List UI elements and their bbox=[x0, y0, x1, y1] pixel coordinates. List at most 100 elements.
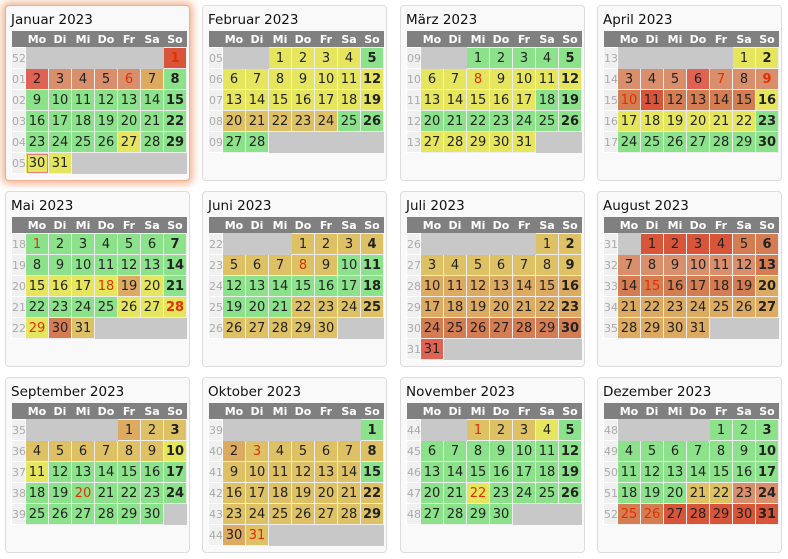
day-cell[interactable]: 24 bbox=[314, 110, 338, 132]
day-cell[interactable]: 18 bbox=[617, 482, 641, 504]
day-cell[interactable]: 4 bbox=[94, 233, 118, 255]
day-cell[interactable]: 28 bbox=[337, 503, 361, 525]
day-cell[interactable]: 15 bbox=[268, 89, 292, 111]
day-cell[interactable]: 22 bbox=[732, 110, 756, 132]
day-cell[interactable]: 16 bbox=[732, 461, 756, 483]
day-cell[interactable]: 28 bbox=[512, 317, 536, 339]
day-cell[interactable]: 12 bbox=[732, 254, 756, 276]
day-cell[interactable]: 16 bbox=[291, 89, 315, 111]
day-cell[interactable]: 13 bbox=[663, 461, 687, 483]
day-cell[interactable]: 15 bbox=[466, 89, 490, 111]
day-cell[interactable]: 21 bbox=[245, 110, 269, 132]
day-cell[interactable]: 30 bbox=[140, 503, 164, 525]
day-cell[interactable]: 13 bbox=[245, 275, 269, 297]
day-cell[interactable]: 28 bbox=[94, 503, 118, 525]
day-cell[interactable]: 10 bbox=[48, 89, 72, 111]
day-cell[interactable]: 25 bbox=[360, 296, 384, 318]
day-cell[interactable]: 16 bbox=[489, 89, 513, 111]
day-cell[interactable]: 20 bbox=[245, 296, 269, 318]
day-cell[interactable]: 13 bbox=[71, 461, 95, 483]
day-cell[interactable]: 25 bbox=[337, 110, 361, 132]
day-cell[interactable]: 14 bbox=[512, 275, 536, 297]
day-cell[interactable]: 16 bbox=[489, 461, 513, 483]
day-cell[interactable]: 25 bbox=[640, 131, 664, 153]
day-cell[interactable]: 25 bbox=[94, 296, 118, 318]
day-cell[interactable]: 18 bbox=[94, 275, 118, 297]
day-cell[interactable]: 18 bbox=[535, 461, 559, 483]
day-cell[interactable]: 4 bbox=[617, 440, 641, 462]
day-cell[interactable]: 23 bbox=[558, 296, 582, 318]
day-cell[interactable]: 14 bbox=[94, 461, 118, 483]
day-cell[interactable]: 7 bbox=[443, 440, 467, 462]
month-panel[interactable]: Dezember 2023 Mo Di Mi Do Fr Sa So 48 1 2 3 49 4 5 6 7 8 9… bbox=[597, 377, 782, 553]
day-cell[interactable]: 18 bbox=[360, 275, 384, 297]
day-cell[interactable]: 19 bbox=[291, 482, 315, 504]
day-cell[interactable]: 30 bbox=[222, 524, 246, 546]
day-cell[interactable]: 28 bbox=[709, 131, 733, 153]
day-cell[interactable]: 9 bbox=[48, 254, 72, 276]
day-cell[interactable]: 5 bbox=[466, 254, 490, 276]
day-cell[interactable]: 22 bbox=[268, 110, 292, 132]
day-cell[interactable]: 27 bbox=[663, 503, 687, 525]
day-cell[interactable]: 18 bbox=[71, 110, 95, 132]
day-cell[interactable]: 1 bbox=[640, 233, 664, 255]
month-panel[interactable]: November 2023 Mo Di Mi Do Fr Sa So 44 1 2 3 4 5 45 6 7 8 9… bbox=[400, 377, 585, 553]
day-cell[interactable]: 24 bbox=[245, 503, 269, 525]
day-cell[interactable]: 19 bbox=[117, 275, 141, 297]
day-cell[interactable]: 30 bbox=[732, 503, 756, 525]
day-cell[interactable]: 31 bbox=[245, 524, 269, 546]
day-cell[interactable]: 4 bbox=[71, 68, 95, 90]
day-cell[interactable]: 12 bbox=[558, 68, 582, 90]
day-cell[interactable]: 2 bbox=[314, 233, 338, 255]
day-cell[interactable]: 7 bbox=[686, 440, 710, 462]
day-cell[interactable]: 26 bbox=[117, 296, 141, 318]
day-cell[interactable]: 1 bbox=[732, 47, 756, 69]
day-cell[interactable]: 27 bbox=[71, 503, 95, 525]
day-cell[interactable]: 10 bbox=[163, 440, 187, 462]
day-cell[interactable]: 17 bbox=[337, 275, 361, 297]
day-cell[interactable]: 19 bbox=[640, 482, 664, 504]
day-cell[interactable]: 31 bbox=[755, 503, 779, 525]
day-cell[interactable]: 13 bbox=[755, 254, 779, 276]
day-cell[interactable]: 20 bbox=[71, 482, 95, 504]
day-cell[interactable]: 19 bbox=[222, 296, 246, 318]
day-cell[interactable]: 26 bbox=[732, 296, 756, 318]
day-cell[interactable]: 2 bbox=[489, 419, 513, 441]
day-cell[interactable]: 8 bbox=[117, 440, 141, 462]
day-cell[interactable]: 29 bbox=[466, 131, 490, 153]
day-cell[interactable]: 31 bbox=[686, 317, 710, 339]
day-cell[interactable]: 25 bbox=[25, 503, 49, 525]
day-cell[interactable]: 7 bbox=[163, 233, 187, 255]
day-cell[interactable]: 15 bbox=[709, 461, 733, 483]
day-cell[interactable]: 27 bbox=[420, 131, 444, 153]
day-cell[interactable]: 17 bbox=[617, 110, 641, 132]
day-cell[interactable]: 5 bbox=[291, 440, 315, 462]
day-cell[interactable]: 21 bbox=[512, 296, 536, 318]
day-cell[interactable]: 3 bbox=[617, 68, 641, 90]
day-cell[interactable]: 8 bbox=[466, 68, 490, 90]
day-cell[interactable]: 25 bbox=[71, 131, 95, 153]
day-cell[interactable]: 8 bbox=[640, 254, 664, 276]
day-cell[interactable]: 6 bbox=[314, 440, 338, 462]
day-cell[interactable]: 11 bbox=[709, 254, 733, 276]
day-cell[interactable]: 24 bbox=[512, 482, 536, 504]
day-cell[interactable]: 31 bbox=[512, 131, 536, 153]
month-panel[interactable]: April 2023 Mo Di Mi Do Fr Sa So 13 1 2 14 3 4 5 6 7 8 9 15 1… bbox=[597, 5, 782, 181]
day-cell[interactable]: 14 bbox=[686, 461, 710, 483]
day-cell[interactable]: 22 bbox=[25, 296, 49, 318]
day-cell[interactable]: 27 bbox=[755, 296, 779, 318]
day-cell[interactable]: 27 bbox=[686, 131, 710, 153]
day-cell[interactable]: 9 bbox=[558, 254, 582, 276]
day-cell[interactable]: 27 bbox=[420, 503, 444, 525]
day-cell[interactable]: 19 bbox=[663, 110, 687, 132]
day-cell[interactable]: 8 bbox=[732, 68, 756, 90]
day-cell[interactable]: 18 bbox=[268, 482, 292, 504]
day-cell[interactable]: 18 bbox=[640, 110, 664, 132]
day-cell[interactable]: 8 bbox=[268, 68, 292, 90]
day-cell[interactable]: 26 bbox=[558, 110, 582, 132]
day-cell[interactable]: 11 bbox=[617, 461, 641, 483]
day-cell[interactable]: 20 bbox=[222, 110, 246, 132]
day-cell[interactable]: 30 bbox=[755, 131, 779, 153]
day-cell[interactable]: 29 bbox=[535, 317, 559, 339]
day-cell[interactable]: 26 bbox=[466, 317, 490, 339]
